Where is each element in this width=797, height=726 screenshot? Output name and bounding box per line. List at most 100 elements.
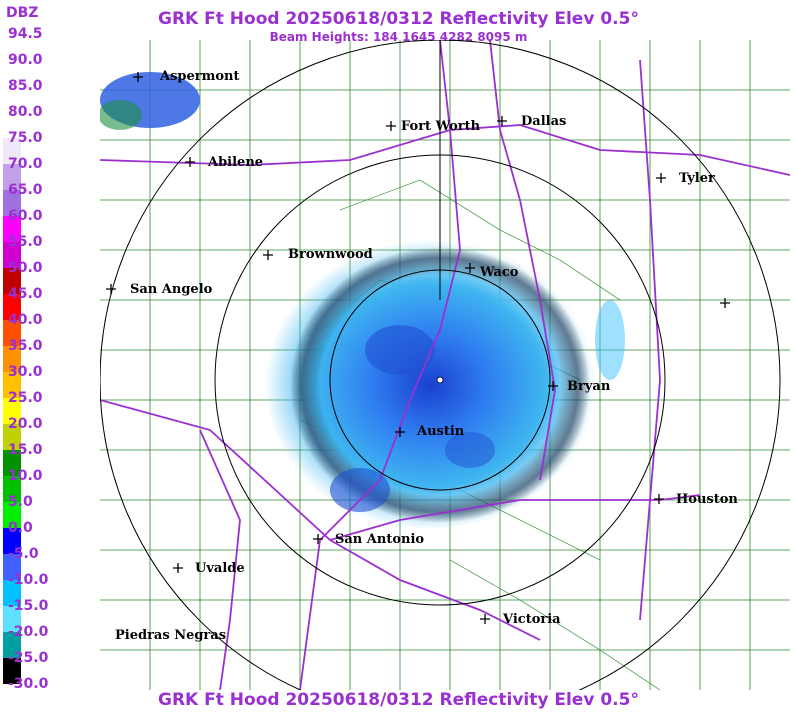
legend-label: -5.0 <box>8 546 39 562</box>
legend-label: 40.0 <box>8 312 43 328</box>
crosshair-icon <box>395 427 405 437</box>
crosshair-icon <box>497 116 507 126</box>
legend-swatch <box>3 190 21 216</box>
city-label: Fort Worth <box>401 119 481 134</box>
legend-label: 65.0 <box>8 182 43 198</box>
legend-label: 80.0 <box>8 104 43 120</box>
city-label: Abilene <box>207 155 263 170</box>
crosshair-icon <box>313 534 323 544</box>
crosshair-icon <box>106 284 116 294</box>
crosshair-icon <box>263 250 273 260</box>
crosshair-icon <box>654 494 664 504</box>
city-san-antonio: San Antonio <box>313 532 424 547</box>
legend-swatch <box>3 138 21 164</box>
city-fort-worth: Fort Worth <box>386 119 481 134</box>
legend-label: 75.0 <box>8 130 43 146</box>
crosshair-icon <box>133 72 143 82</box>
city-label: Piedras Negras <box>115 628 226 643</box>
range-rings <box>100 40 781 690</box>
radar-footer-title: GRK Ft Hood 20250618/0312 Reflectivity E… <box>158 690 639 710</box>
city-uvalde: Uvalde <box>173 561 245 576</box>
legend-label: -20.0 <box>8 624 49 640</box>
radar-title: GRK Ft Hood 20250618/0312 Reflectivity E… <box>158 9 639 29</box>
legend-label: 45.0 <box>8 286 43 302</box>
city-label: Houston <box>676 492 738 507</box>
legend-swatch <box>3 320 21 346</box>
legend-label: -10.0 <box>8 572 49 588</box>
city-label: Dallas <box>521 114 566 129</box>
legend-swatch <box>3 476 21 502</box>
crosshair-icon <box>465 263 475 273</box>
legend-label: 5.0 <box>8 494 33 510</box>
crosshair-icon <box>656 173 666 183</box>
radar-site-marker <box>436 376 444 384</box>
city-san-angelo: San Angelo <box>106 282 213 297</box>
crosshair-icon <box>480 614 490 624</box>
legend-swatch <box>3 424 21 450</box>
legend-swatch <box>3 684 21 710</box>
reflectivity-echo <box>100 72 625 530</box>
legend-swatch <box>3 398 21 424</box>
crosshair-icon <box>386 121 396 131</box>
legend-swatch <box>3 632 21 658</box>
dbz-legend: DBZ 94.5 90.0 85.0 80.0 75.0 70.0 65.0 60.0 55.0… <box>0 0 100 726</box>
legend-swatch <box>3 294 21 320</box>
city-dallas: Dallas <box>497 114 566 129</box>
legend-label: 25.0 <box>8 390 43 406</box>
legend-swatch <box>3 554 21 580</box>
crosshair-icon <box>185 157 195 167</box>
legend-label: -25.0 <box>8 650 49 666</box>
city-label: Tyler <box>679 171 715 186</box>
legend-label: 20.0 <box>8 416 43 432</box>
legend-label: 35.0 <box>8 338 43 354</box>
legend-swatch <box>3 528 21 554</box>
legend-label: 15.0 <box>8 442 43 458</box>
city-label: Brownwood <box>288 247 373 262</box>
city-unlabeled <box>720 298 730 308</box>
legend-swatch <box>3 346 21 372</box>
city-label: Uvalde <box>195 561 245 576</box>
crosshair-icon <box>720 298 730 308</box>
highways <box>100 40 790 690</box>
legend-unit: DBZ <box>6 5 39 21</box>
city-waco: Waco <box>465 263 519 280</box>
legend-label: 55.0 <box>8 234 43 250</box>
legend-swatch <box>3 268 21 294</box>
legend-label: 10.0 <box>8 468 43 484</box>
city-label: Waco <box>479 265 519 280</box>
city-abilene: Abilene <box>185 155 263 170</box>
legend-swatch <box>3 216 21 242</box>
legend-swatch <box>3 580 21 606</box>
legend-swatch <box>3 60 21 86</box>
city-aspermont: Aspermont <box>133 69 240 84</box>
legend-swatch <box>3 502 21 528</box>
legend-label: 90.0 <box>8 52 43 68</box>
legend-swatch <box>3 34 21 60</box>
legend-swatch <box>3 112 21 138</box>
legend-label: -30.0 <box>8 676 49 692</box>
legend-swatch <box>3 86 21 112</box>
city-label: Bryan <box>567 379 611 394</box>
legend-label: 60.0 <box>8 208 43 224</box>
legend-label: 70.0 <box>8 156 43 172</box>
crosshair-icon <box>548 381 558 391</box>
legend-label: 30.0 <box>8 364 43 380</box>
city-brownwood: Brownwood <box>263 247 373 262</box>
city-victoria: Victoria <box>480 612 561 627</box>
city-label: Aspermont <box>159 69 240 84</box>
legend-swatch <box>3 450 21 476</box>
city-label: San Antonio <box>335 532 424 547</box>
legend-label: 50.0 <box>8 260 43 276</box>
legend-swatch <box>3 242 21 268</box>
city-austin: Austin <box>395 424 465 439</box>
city-piedras-negras: Piedras Negras <box>115 628 226 643</box>
legend-swatch <box>3 658 21 684</box>
city-bryan: Bryan <box>548 379 611 394</box>
city-label: Victoria <box>502 612 561 627</box>
legend-swatch <box>3 606 21 632</box>
legend-label: -15.0 <box>8 598 49 614</box>
legend-label: 94.5 <box>8 26 43 42</box>
legend-label: 0.0 <box>8 520 33 536</box>
city-label: Austin <box>416 424 465 439</box>
legend-swatch <box>3 372 21 398</box>
